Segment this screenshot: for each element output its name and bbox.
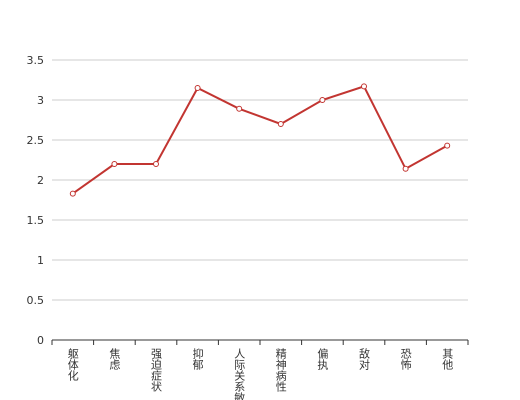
x-tick-label: 抑郁 <box>191 347 204 370</box>
x-tick-label: 焦虑 <box>108 348 121 370</box>
point <box>194 85 201 91</box>
point <box>361 83 367 90</box>
point <box>402 165 409 172</box>
point <box>444 142 451 149</box>
point <box>153 161 159 167</box>
x-tick-label: 躯体化 <box>66 348 79 382</box>
line <box>72 85 448 195</box>
y-tick-label: 2 <box>37 174 44 187</box>
y-tick-label: 1 <box>37 254 44 267</box>
y-tick-label: 1.5 <box>27 214 45 227</box>
point <box>319 97 326 103</box>
point <box>277 121 284 127</box>
x-tick-label: 恐怖 <box>399 348 412 370</box>
y-tick-label: 3 <box>37 94 44 107</box>
x-tick-label: 精神病性 <box>274 348 287 393</box>
x-tick-label: 人际关系敏感 <box>233 348 246 400</box>
y-tick-label: 3.5 <box>27 54 45 67</box>
point <box>111 161 118 167</box>
y-tick-label: 0.5 <box>27 294 45 307</box>
x-tick-label: 偏执 <box>316 347 329 371</box>
x-tick-label: 敌对 <box>358 347 371 370</box>
point <box>69 190 76 197</box>
point <box>236 105 243 112</box>
y-tick-label: 2.5 <box>27 134 45 147</box>
x-tick-label: 其他 <box>441 348 454 370</box>
x-tick-label: 强迫症状 <box>150 348 163 392</box>
y-tick-label: 0 <box>37 334 44 347</box>
